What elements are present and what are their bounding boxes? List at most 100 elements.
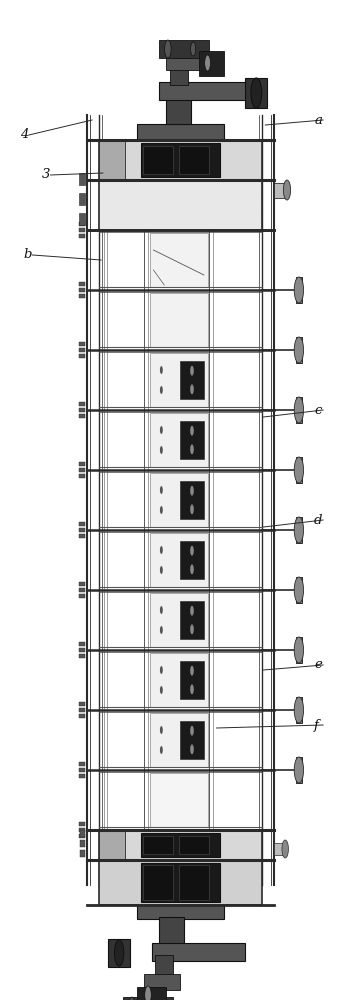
Bar	[150, 773, 208, 827]
Bar	[141, 863, 220, 902]
Bar	[79, 213, 85, 225]
Bar	[150, 593, 208, 647]
Circle shape	[190, 684, 194, 694]
Bar	[150, 713, 208, 767]
Circle shape	[160, 566, 163, 574]
Bar	[79, 222, 85, 226]
Bar	[144, 974, 180, 990]
Bar	[79, 762, 85, 766]
Bar	[79, 522, 85, 526]
Bar	[159, 917, 184, 945]
Bar	[79, 648, 85, 652]
Text: d: d	[314, 514, 323, 526]
Bar	[99, 140, 262, 180]
Circle shape	[190, 486, 194, 496]
Circle shape	[190, 726, 194, 736]
Bar	[296, 397, 302, 423]
Text: 3: 3	[42, 168, 50, 182]
Circle shape	[294, 757, 304, 783]
Bar	[159, 40, 209, 58]
Bar	[143, 865, 173, 900]
Circle shape	[294, 637, 304, 663]
Bar	[99, 860, 262, 905]
Bar	[108, 939, 130, 967]
Circle shape	[129, 997, 135, 1000]
Circle shape	[160, 446, 163, 454]
Bar	[137, 905, 224, 919]
Bar	[296, 577, 302, 603]
Circle shape	[165, 40, 171, 58]
Circle shape	[282, 840, 288, 858]
Bar	[79, 714, 85, 718]
Bar	[99, 180, 262, 230]
Bar	[80, 850, 85, 857]
Circle shape	[294, 697, 304, 723]
Text: 4: 4	[20, 128, 28, 141]
Bar	[179, 836, 209, 854]
Circle shape	[191, 42, 196, 56]
Circle shape	[294, 277, 304, 303]
Circle shape	[145, 986, 151, 1000]
Bar	[79, 834, 85, 838]
Bar	[166, 96, 191, 124]
Bar	[80, 840, 85, 847]
Bar	[296, 697, 302, 723]
Bar	[79, 828, 85, 832]
Circle shape	[114, 940, 124, 966]
Bar	[180, 361, 204, 399]
Circle shape	[160, 426, 163, 434]
Circle shape	[190, 606, 194, 616]
Bar	[296, 757, 302, 783]
Bar	[99, 830, 125, 860]
Bar	[180, 541, 204, 579]
Bar	[79, 354, 85, 358]
Bar	[296, 457, 302, 483]
Circle shape	[160, 506, 163, 514]
Bar	[180, 481, 204, 519]
Bar	[79, 342, 85, 346]
Bar	[79, 282, 85, 286]
Bar	[79, 534, 85, 538]
Circle shape	[251, 78, 262, 108]
Circle shape	[294, 337, 304, 363]
Bar	[79, 774, 85, 778]
Bar	[296, 337, 302, 363]
Text: e: e	[314, 658, 322, 672]
Bar	[79, 702, 85, 706]
Bar	[150, 353, 208, 407]
Bar	[79, 642, 85, 646]
Bar	[79, 462, 85, 466]
Bar	[274, 183, 285, 198]
Bar	[79, 768, 85, 772]
Bar	[150, 473, 208, 527]
Text: f: f	[314, 718, 319, 732]
Text: c: c	[314, 403, 321, 416]
Bar	[79, 408, 85, 412]
Bar	[137, 987, 166, 1000]
Bar	[141, 143, 220, 177]
Circle shape	[160, 486, 163, 494]
Ellipse shape	[166, 790, 192, 810]
Text: b: b	[23, 248, 32, 261]
Bar	[123, 997, 173, 1000]
Circle shape	[160, 626, 163, 634]
Bar	[180, 421, 204, 459]
Circle shape	[190, 666, 194, 676]
Circle shape	[190, 384, 194, 394]
Bar	[99, 830, 262, 860]
Bar	[179, 146, 209, 174]
Circle shape	[160, 726, 163, 734]
Bar	[79, 294, 85, 298]
Circle shape	[190, 504, 194, 514]
Circle shape	[294, 517, 304, 543]
Bar	[180, 661, 204, 699]
Bar	[179, 865, 209, 900]
Bar	[79, 234, 85, 238]
Bar	[79, 582, 85, 586]
Bar	[150, 233, 208, 287]
Ellipse shape	[171, 796, 186, 804]
Bar	[150, 533, 208, 587]
Bar	[79, 474, 85, 478]
Bar	[296, 637, 302, 663]
Bar	[143, 146, 173, 174]
